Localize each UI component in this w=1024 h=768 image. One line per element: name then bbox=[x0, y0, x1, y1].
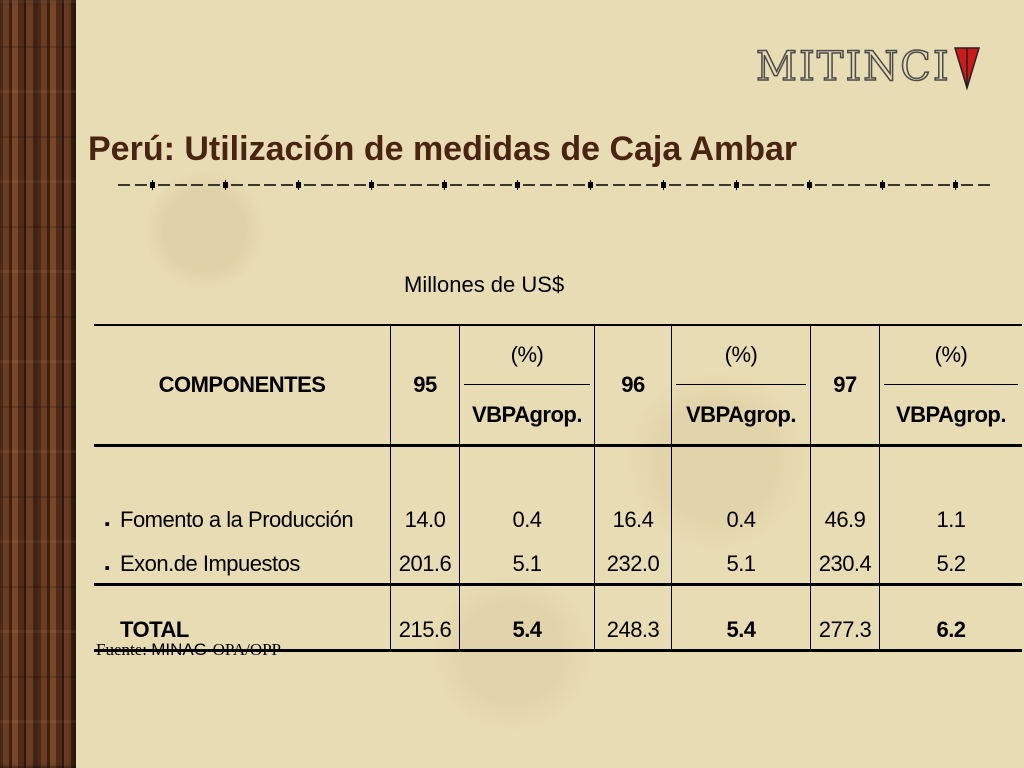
source-note: Fuente: MINAG-OPA/OPP bbox=[96, 640, 281, 660]
cell-97: 230.4 bbox=[810, 545, 880, 585]
cell-pct-97: 1.1 bbox=[879, 445, 1022, 545]
page-title: Perú: Utilización de medidas de Caja Amb… bbox=[88, 130, 798, 168]
header-96: 96 bbox=[594, 325, 672, 446]
source-rest: -OPA/OPP bbox=[206, 640, 282, 659]
total-pct-96: 5.4 bbox=[671, 584, 811, 651]
vbp-label: VBPAgrop. bbox=[472, 402, 582, 427]
cell-95: 14.0 bbox=[390, 445, 460, 545]
table-header-row: COMPONENTES 95 (%) VBPAgrop. 96 (%) VBPAgr… bbox=[94, 325, 1022, 446]
header-95: 95 bbox=[390, 325, 460, 446]
pct-label: (%) bbox=[464, 326, 590, 385]
source-prefix: Fuente: bbox=[96, 640, 152, 659]
pct-label: (%) bbox=[884, 326, 1018, 385]
cell-96: 16.4 bbox=[594, 445, 672, 545]
header-97: 97 bbox=[810, 325, 880, 446]
source-org: MINAG bbox=[151, 640, 207, 659]
title-divider bbox=[118, 178, 992, 192]
table-row: . Fomento a la Producción 14.0 0.4 16.4 … bbox=[94, 445, 1022, 545]
pct-label: (%) bbox=[676, 326, 806, 385]
total-label: TOTAL bbox=[120, 617, 189, 642]
cell-pct-95: 0.4 bbox=[459, 445, 595, 545]
total-95: 215.6 bbox=[390, 584, 460, 651]
data-table: COMPONENTES 95 (%) VBPAgrop. 96 (%) VBPAgr… bbox=[94, 324, 1022, 652]
total-row: TOTAL 215.6 5.4 248.3 5.4 277.3 6.2 bbox=[94, 584, 1022, 651]
row-bullet: . bbox=[103, 546, 111, 576]
cell-96: 232.0 bbox=[594, 545, 672, 585]
flag-icon bbox=[953, 47, 980, 90]
vbp-label: VBPAgrop. bbox=[686, 402, 796, 427]
cell-pct-96: 0.4 bbox=[671, 445, 811, 545]
cell-pct-96: 5.1 bbox=[671, 545, 811, 585]
row-label: Exon.de Impuestos bbox=[120, 551, 300, 576]
table-subtitle: Millones de US$ bbox=[404, 272, 565, 297]
cell-95: 201.6 bbox=[390, 545, 460, 585]
row-bullet: . bbox=[103, 502, 111, 532]
cell-pct-95: 5.1 bbox=[459, 545, 595, 585]
total-97: 277.3 bbox=[810, 584, 880, 651]
header-pct-95: (%) VBPAgrop. bbox=[459, 325, 595, 446]
cell-pct-97: 5.2 bbox=[879, 545, 1022, 585]
mitinci-logo: MITINCI bbox=[755, 43, 981, 94]
wood-border bbox=[0, 0, 76, 768]
total-pct-95: 5.4 bbox=[459, 584, 595, 651]
cell-97: 46.9 bbox=[810, 445, 880, 545]
total-pct-97: 6.2 bbox=[879, 584, 1022, 651]
header-componentes: COMPONENTES bbox=[158, 372, 326, 397]
total-96: 248.3 bbox=[594, 584, 672, 651]
header-pct-96: (%) VBPAgrop. bbox=[671, 325, 811, 446]
table-row: . Exon.de Impuestos 201.6 5.1 232.0 5.1 … bbox=[94, 545, 1022, 585]
vbp-label: VBPAgrop. bbox=[896, 402, 1006, 427]
logo-text: MITINCI bbox=[755, 43, 951, 91]
header-pct-97: (%) VBPAgrop. bbox=[879, 325, 1022, 446]
row-label: Fomento a la Producción bbox=[120, 507, 354, 532]
